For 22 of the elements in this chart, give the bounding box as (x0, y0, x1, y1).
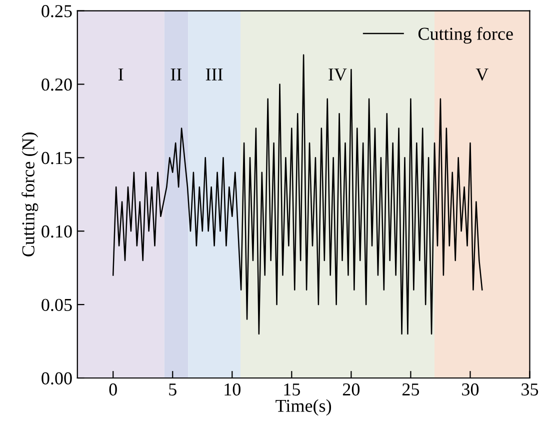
y-tick-label: 0.10 (42, 225, 72, 238)
x-tick-label: 5 (169, 384, 176, 396)
x-tick-label: 10 (224, 383, 240, 396)
band-label: III (206, 68, 223, 80)
x-tick-label: 0 (109, 383, 117, 396)
y-tick-label: 0.05 (42, 298, 72, 312)
band-label: I (118, 68, 124, 80)
x-tick-label: 20 (342, 383, 360, 396)
legend-label: Cutting force (418, 27, 513, 44)
y-tick-label: 0.25 (42, 5, 72, 18)
x-tick-label: 30 (462, 383, 479, 396)
y-tick-label: 0.20 (42, 78, 72, 91)
y-axis-title: Cutting force (N) (22, 132, 38, 256)
band-label: V (476, 68, 488, 81)
x-tick-label: 15 (284, 383, 300, 396)
x-axis-title: Time(s) (276, 399, 332, 416)
x-tick-label: 35 (522, 383, 538, 396)
x-tick-label: 25 (402, 383, 420, 396)
y-tick-label: 0.15 (42, 152, 72, 164)
band-label: II (170, 68, 182, 80)
y-tick-label: 0.00 (42, 372, 72, 385)
band-label: IV (328, 68, 347, 81)
